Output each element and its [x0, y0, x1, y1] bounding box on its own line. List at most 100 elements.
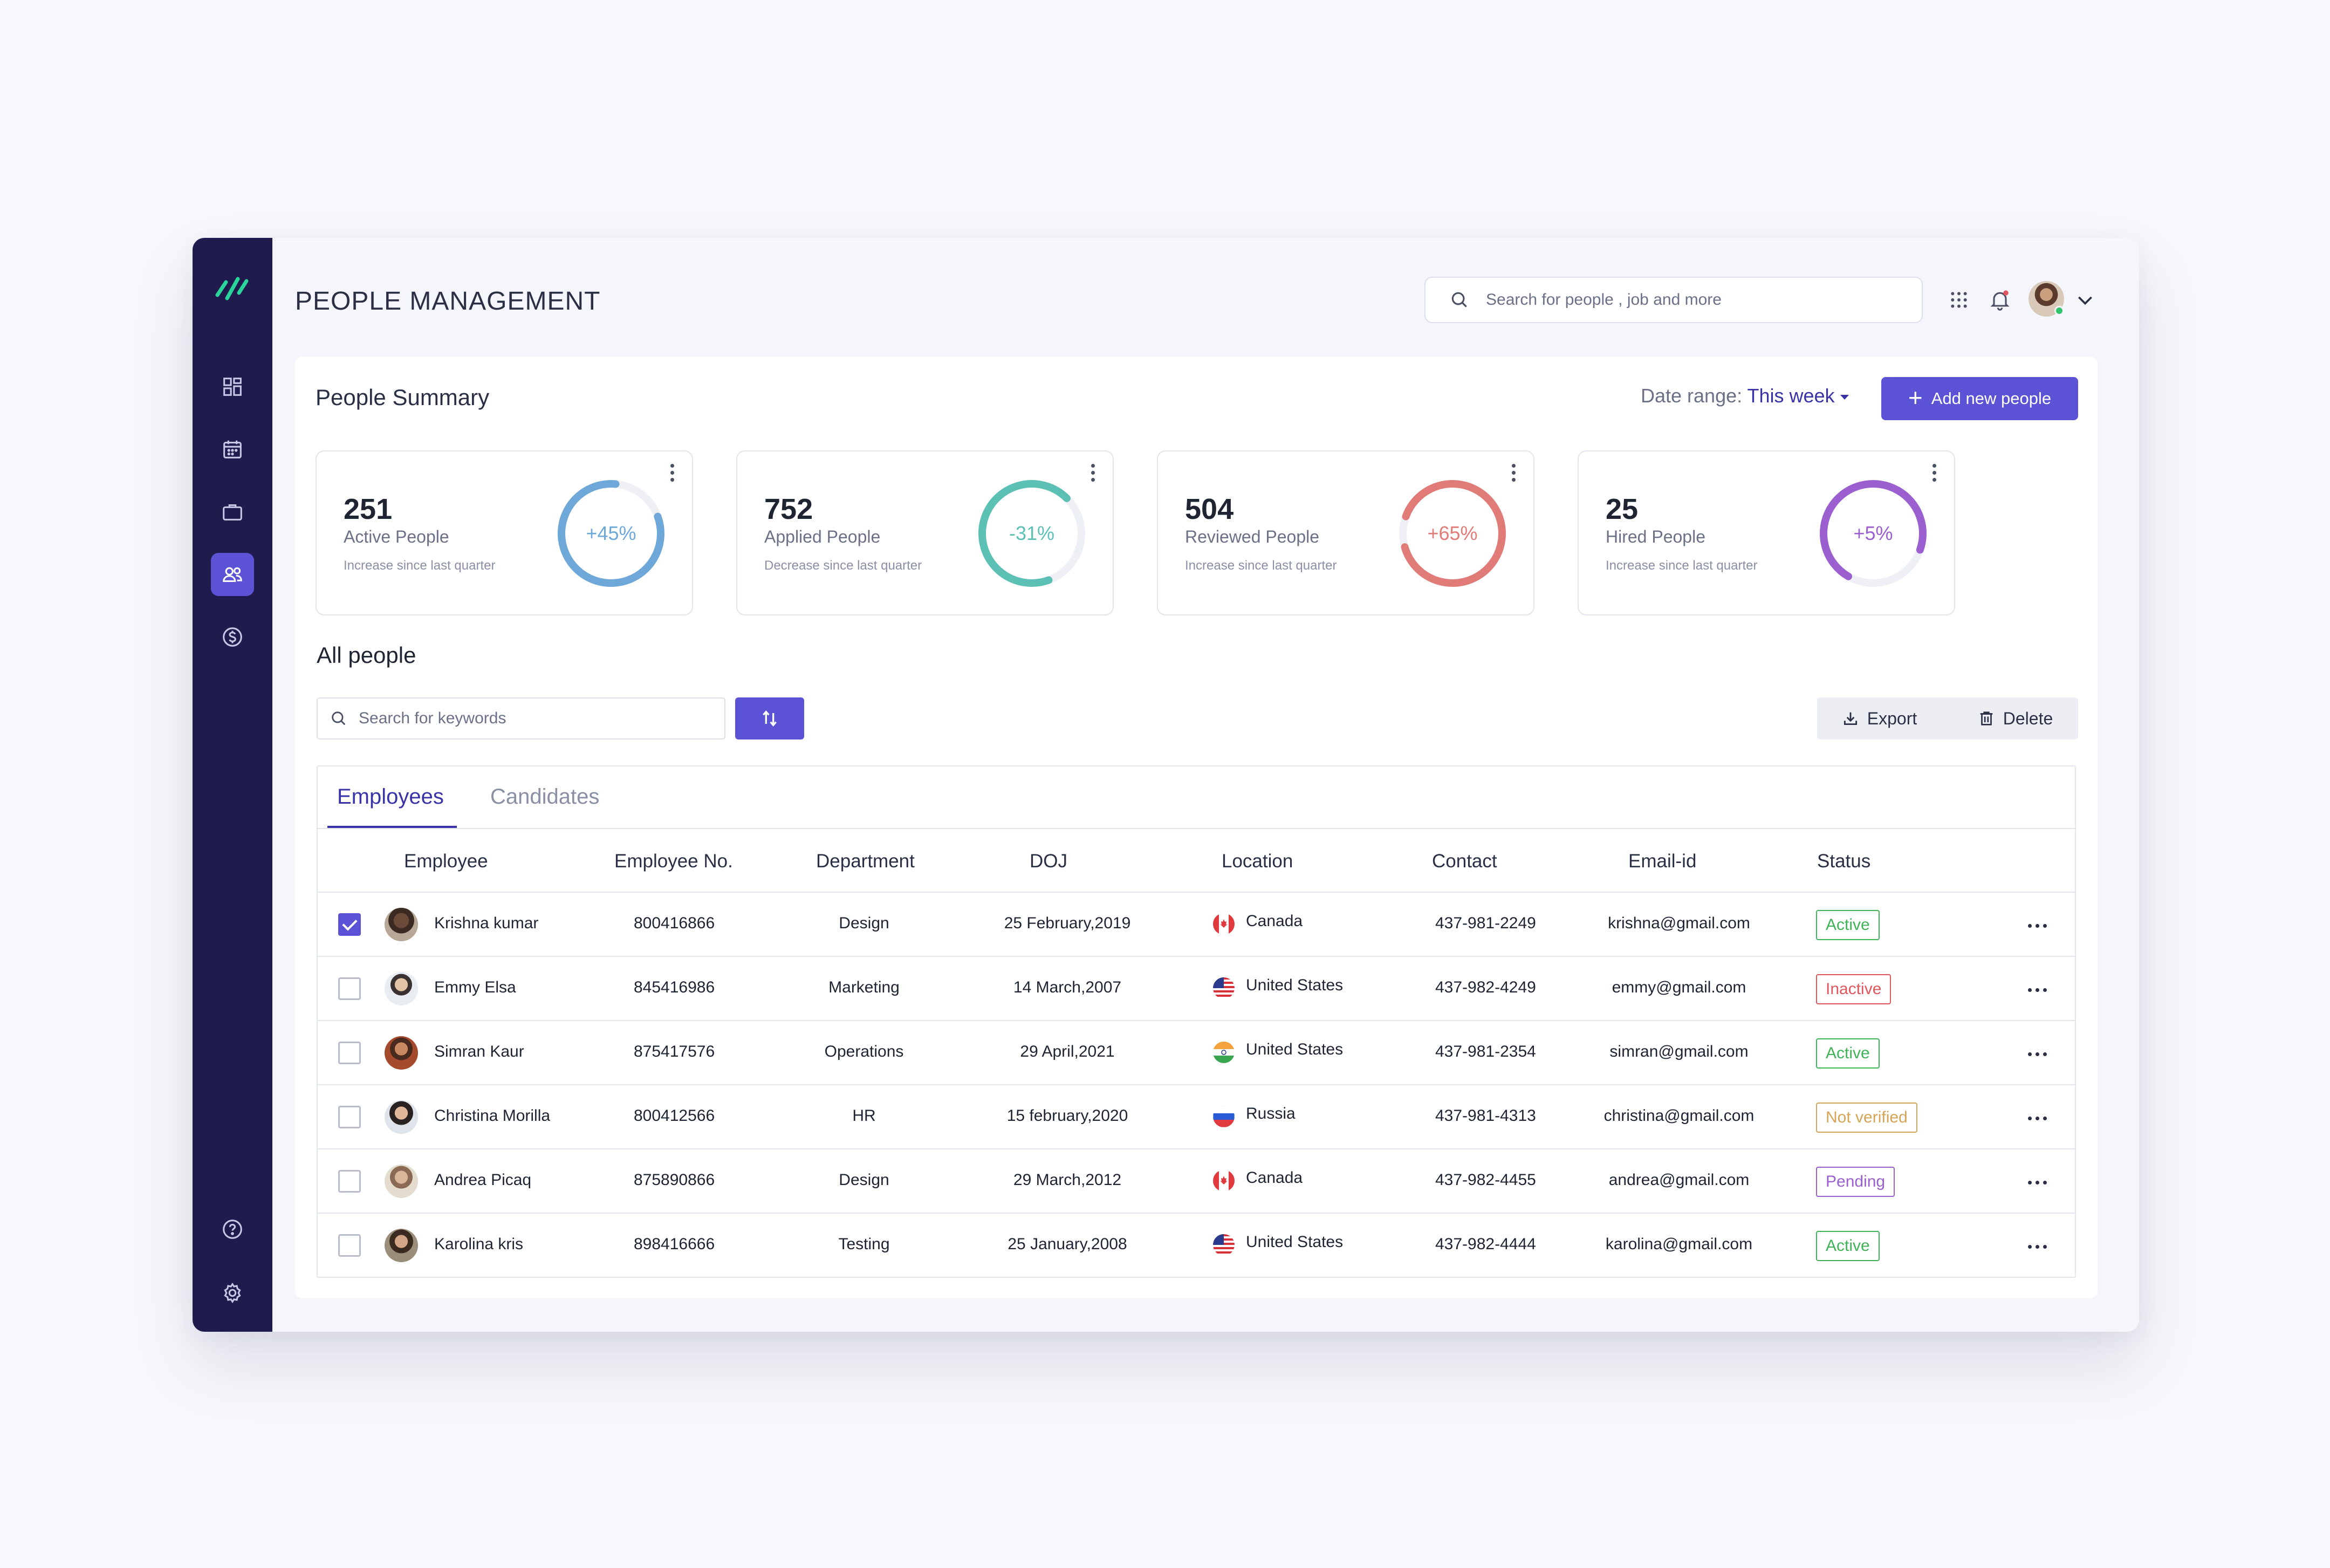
employee-email[interactable]: simran@gmail.com: [1609, 1043, 1749, 1060]
calendar-icon: [223, 440, 242, 458]
briefcase-icon: [223, 504, 242, 521]
column-header-status[interactable]: Status: [1817, 851, 1871, 872]
nav-jobs[interactable]: [211, 490, 254, 533]
apps-button[interactable]: [1945, 286, 1972, 313]
row-more-options-icon[interactable]: [2021, 982, 2053, 998]
table-row[interactable]: Simran Kaur 875417576 Operations 29 Apri…: [318, 1021, 2075, 1085]
date-range-value[interactable]: This week: [1747, 385, 1835, 407]
employee-name[interactable]: Christina Morilla: [434, 1107, 551, 1125]
column-header-location[interactable]: Location: [1222, 851, 1293, 872]
employee-name[interactable]: Krishna kumar: [434, 914, 539, 932]
summary-card-percent: +45%: [586, 522, 636, 544]
row-more-options-icon[interactable]: [2021, 1046, 2053, 1062]
apps-grid-icon: [1951, 292, 1967, 308]
nav-payroll[interactable]: [211, 615, 254, 659]
row-more-options-icon[interactable]: [2021, 917, 2053, 934]
column-header-doj[interactable]: DOJ: [1030, 851, 1067, 872]
status-badge: Active: [1816, 1038, 1880, 1069]
nav-help[interactable]: [211, 1208, 254, 1251]
column-header-email[interactable]: Email-id: [1628, 851, 1697, 872]
keyword-search-input[interactable]: [359, 709, 709, 728]
summary-card-subtext: Increase since last quarter: [344, 558, 496, 573]
summary-card: 251 Active People Increase since last qu…: [316, 450, 693, 615]
caret-down-icon: [1840, 394, 1849, 400]
nav-calendar[interactable]: [211, 428, 254, 471]
people-icon: [223, 567, 242, 582]
employee-contact: 437-982-4455: [1435, 1171, 1536, 1189]
table-row[interactable]: Christina Morilla 800412566 HR 15 februa…: [318, 1085, 2075, 1149]
row-checkbox[interactable]: [338, 977, 361, 1000]
card-more-options-icon[interactable]: [1505, 459, 1522, 486]
column-header-contact[interactable]: Contact: [1432, 851, 1497, 872]
date-range-selector[interactable]: Date range: This week: [1641, 385, 1849, 407]
nav-people[interactable]: [211, 553, 254, 596]
employee-email[interactable]: emmy@gmail.com: [1612, 978, 1746, 996]
search-icon: [1451, 292, 1467, 307]
row-more-options-icon[interactable]: [2021, 1174, 2053, 1190]
row-checkbox[interactable]: [338, 1042, 361, 1064]
employee-location: Russia: [1246, 1105, 1296, 1122]
row-checkbox[interactable]: [338, 913, 361, 936]
trash-icon: [1980, 711, 1993, 725]
tab-candidates[interactable]: Candidates: [490, 785, 600, 809]
keyword-search[interactable]: [317, 697, 725, 740]
employee-email[interactable]: andrea@gmail.com: [1608, 1171, 1750, 1189]
canada-flag-icon: [1213, 913, 1235, 935]
nav-settings[interactable]: [211, 1271, 254, 1314]
account-menu-toggle[interactable]: [2072, 286, 2099, 313]
tab-employees[interactable]: Employees: [337, 785, 444, 809]
notifications-button[interactable]: [1986, 286, 2013, 313]
employee-name[interactable]: Simran Kaur: [434, 1043, 524, 1060]
table-header: Employee Employee No. Department DOJ Loc…: [318, 829, 2075, 893]
global-search[interactable]: [1424, 277, 1923, 323]
progress-ring-arc: [978, 480, 1085, 587]
employee-avatar: [385, 972, 418, 1005]
row-more-options-icon[interactable]: [2021, 1238, 2053, 1255]
delete-button[interactable]: Delete: [1952, 697, 2078, 740]
employee-department: Design: [839, 914, 889, 932]
employee-name[interactable]: Andrea Picaq: [434, 1171, 532, 1189]
main-content-card: People Summary Date range: This week + A…: [295, 357, 2098, 1298]
card-more-options-icon[interactable]: [1085, 459, 1101, 486]
table-row[interactable]: Krishna kumar 800416866 Design 25 Februa…: [318, 893, 2075, 957]
row-checkbox[interactable]: [338, 1170, 361, 1193]
add-new-people-label: Add new people: [1931, 389, 2052, 408]
india-flag-icon: [1213, 1042, 1235, 1063]
summary-card-subtext: Increase since last quarter: [1606, 558, 1758, 573]
row-more-options-icon[interactable]: [2021, 1110, 2053, 1126]
logo-icon: [215, 277, 249, 300]
summary-card-subtext: Increase since last quarter: [1185, 558, 1337, 573]
table-row[interactable]: Emmy Elsa 845416986 Marketing 14 March,2…: [318, 957, 2075, 1021]
employee-email[interactable]: christina@gmail.com: [1603, 1107, 1755, 1125]
sort-arrows-icon: [763, 710, 777, 727]
nav-dashboard[interactable]: [211, 365, 254, 408]
employee-name[interactable]: Emmy Elsa: [434, 978, 516, 996]
row-checkbox[interactable]: [338, 1106, 361, 1128]
user-avatar[interactable]: [2029, 281, 2064, 317]
row-checkbox[interactable]: [338, 1234, 361, 1257]
card-more-options-icon[interactable]: [1926, 459, 1942, 486]
card-more-options-icon[interactable]: [664, 459, 680, 486]
column-header-employee-no[interactable]: Employee No.: [614, 851, 733, 872]
column-header-employee[interactable]: Employee: [404, 851, 488, 872]
employee-location: Canada: [1246, 1169, 1303, 1187]
progress-ring-arc: [558, 480, 664, 587]
employee-number: 875417576: [634, 1043, 715, 1060]
table-row[interactable]: Andrea Picaq 875890866 Design 29 March,2…: [318, 1149, 2075, 1214]
delete-label: Delete: [2003, 708, 2053, 728]
table-row[interactable]: Karolina kris 898416666 Testing 25 Janua…: [318, 1214, 2075, 1278]
summary-card-label: Active People: [344, 527, 449, 546]
employee-avatar: [385, 1229, 418, 1262]
employee-doj: 14 March,2007: [1013, 978, 1122, 996]
employee-email[interactable]: karolina@gmail.com: [1605, 1235, 1753, 1253]
export-button[interactable]: Export: [1817, 697, 1941, 740]
employee-name[interactable]: Karolina kris: [434, 1235, 524, 1253]
employee-email[interactable]: krishna@gmail.com: [1608, 914, 1750, 932]
summary-card-percent: +65%: [1427, 522, 1478, 544]
sort-button[interactable]: [735, 697, 804, 740]
column-header-department[interactable]: Department: [816, 851, 915, 872]
online-status-dot: [2054, 306, 2064, 316]
add-new-people-button[interactable]: + Add new people: [1881, 377, 2078, 420]
global-search-input[interactable]: [1486, 291, 1896, 309]
bell-icon: [1990, 290, 2010, 311]
